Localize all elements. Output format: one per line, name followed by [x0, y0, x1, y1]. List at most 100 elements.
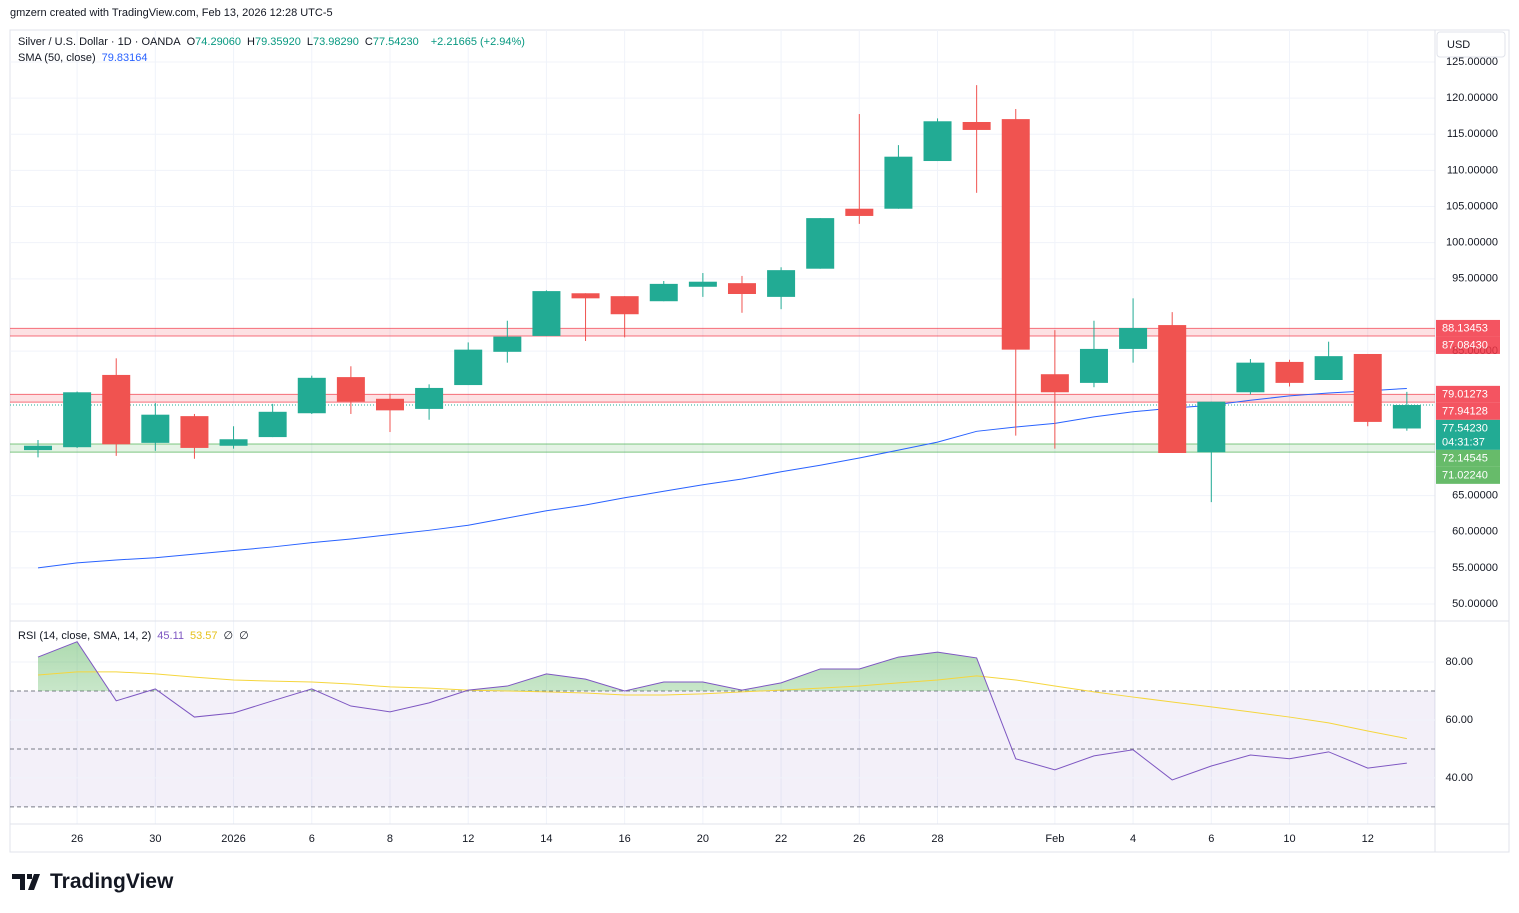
candle-body — [649, 283, 678, 302]
candle-body — [532, 291, 561, 336]
candle-body — [415, 387, 444, 409]
y-tick-label: 110.00000 — [1447, 164, 1498, 176]
ohlc: O74.29060 H79.35920 L73.98290 C77.54230 — [187, 36, 425, 48]
x-tick-label: 16 — [619, 833, 631, 845]
rsi-sma-value: 53.57 — [190, 630, 218, 642]
candle-body — [1158, 325, 1187, 453]
candle-body — [610, 296, 639, 315]
candle-body — [1314, 356, 1343, 380]
candle-body — [141, 414, 170, 443]
price-axis-label-bg — [1436, 336, 1500, 354]
rsi-overbought-fill — [38, 641, 990, 691]
price-axis-label-bg — [1436, 385, 1500, 403]
candle-body — [767, 270, 796, 297]
price-axis-label: 88.13453 — [1442, 322, 1488, 334]
y-tick-label: 60.00000 — [1452, 526, 1498, 538]
price-axis-label: 77.94128 — [1442, 405, 1488, 417]
zone — [10, 328, 1435, 337]
price-axis-label: 87.08430 — [1442, 339, 1488, 351]
candle-body — [493, 336, 522, 352]
price-axis-label: 77.54230 — [1442, 422, 1488, 434]
y-tick-label: 65.00000 — [1452, 490, 1498, 502]
sma-value: 79.83164 — [101, 52, 148, 64]
candle-body — [1001, 119, 1030, 350]
candle-body — [571, 293, 600, 299]
x-tick-label: 28 — [931, 833, 943, 845]
y-tick-label: 50.00000 — [1452, 598, 1498, 610]
x-tick-label: 30 — [149, 833, 161, 845]
rsi-name: RSI (14, close, SMA, 14, 2) — [18, 630, 152, 642]
y-tick-label: 100.00000 — [1446, 237, 1498, 249]
x-tick-label: 8 — [387, 833, 393, 845]
x-tick-label: 26 — [71, 833, 83, 845]
rsi-extra: ∅ — [239, 630, 249, 642]
ohlc-key: L — [306, 36, 314, 48]
candle-body — [258, 411, 287, 438]
price-axis-label-bg — [1436, 466, 1500, 484]
symbol: Silver / U.S. Dollar · 1D · OANDA — [18, 36, 181, 48]
price-axis-label: 72.14545 — [1442, 452, 1488, 464]
candle-body — [102, 374, 131, 445]
currency[interactable]: USD — [1447, 39, 1470, 51]
zone — [10, 443, 1435, 453]
y-tick-label: 80.00 — [1445, 656, 1473, 668]
x-tick-label: 14 — [540, 833, 552, 845]
rsi-sma-line — [37, 671, 1407, 740]
brand-logo — [12, 874, 40, 890]
ohlc-key: O — [186, 36, 196, 48]
candle-body — [806, 218, 835, 269]
frame — [9, 29, 1510, 853]
ohlc-key: H — [247, 36, 255, 48]
candle-body — [727, 283, 756, 294]
x-tick-label: 2026 — [221, 833, 245, 845]
x-tick-label: 10 — [1283, 833, 1295, 845]
y-tick-label: 95.00000 — [1452, 273, 1498, 285]
candle-body — [375, 398, 404, 411]
price-axis-label: 79.01273 — [1442, 388, 1488, 400]
candle-body — [845, 208, 874, 216]
currency-box[interactable] — [1436, 31, 1506, 58]
y-tick-label: 120.00000 — [1446, 92, 1498, 104]
candle-body — [454, 349, 483, 386]
rsi-legend: RSI (14, close, SMA, 14, 2) 45.11 53.57 ∅ ∅ — [18, 629, 255, 642]
ohlc-value: 79.35920 — [255, 36, 301, 48]
price-axis-label: 71.02240 — [1442, 469, 1488, 481]
candle-body — [336, 377, 365, 402]
candle-body — [1275, 361, 1304, 383]
ohlc-value: 77.54230 — [372, 36, 419, 48]
candle-body — [297, 377, 326, 414]
candle-body — [219, 439, 248, 446]
change: +2.21665 (+2.94%) — [430, 36, 525, 48]
y-tick-label: 40.00 — [1445, 772, 1473, 784]
candle-body — [1236, 362, 1265, 393]
ohlc-value: 74.29060 — [195, 36, 242, 48]
brand: TradingView — [12, 870, 173, 894]
candle-body — [962, 121, 991, 130]
x-tick-label: 4 — [1130, 833, 1136, 845]
y-tick-label: 55.00000 — [1452, 562, 1498, 574]
candle-body — [63, 392, 92, 448]
zone — [10, 394, 1435, 403]
rsi-extra: ∅ — [223, 630, 234, 642]
brand-name: TradingView — [50, 870, 174, 893]
x-tick-label: 26 — [853, 833, 865, 845]
candle-body — [1119, 327, 1148, 349]
price-axis-label-bg — [1436, 419, 1500, 450]
candle-body — [884, 156, 913, 209]
x-tick-label: 22 — [775, 833, 787, 845]
sma-name: SMA (50, close) — [18, 52, 96, 64]
credit: gmzern created with TradingView.com, Feb… — [10, 7, 333, 19]
candle-body — [1197, 401, 1226, 453]
x-tick-label: 20 — [697, 833, 709, 845]
x-tick-label: 12 — [1362, 833, 1374, 845]
candle-body — [24, 445, 52, 451]
x-tick-label: 6 — [309, 833, 315, 845]
candle-body — [688, 281, 717, 287]
price-axis-label-bg — [1436, 319, 1500, 337]
ohlc-value: 73.98290 — [313, 36, 359, 48]
y-tick-label: 105.00000 — [1446, 200, 1498, 212]
candle-body — [923, 121, 952, 162]
x-tick-label: Feb — [1045, 833, 1064, 845]
price-axis-label-bg — [1436, 449, 1500, 467]
